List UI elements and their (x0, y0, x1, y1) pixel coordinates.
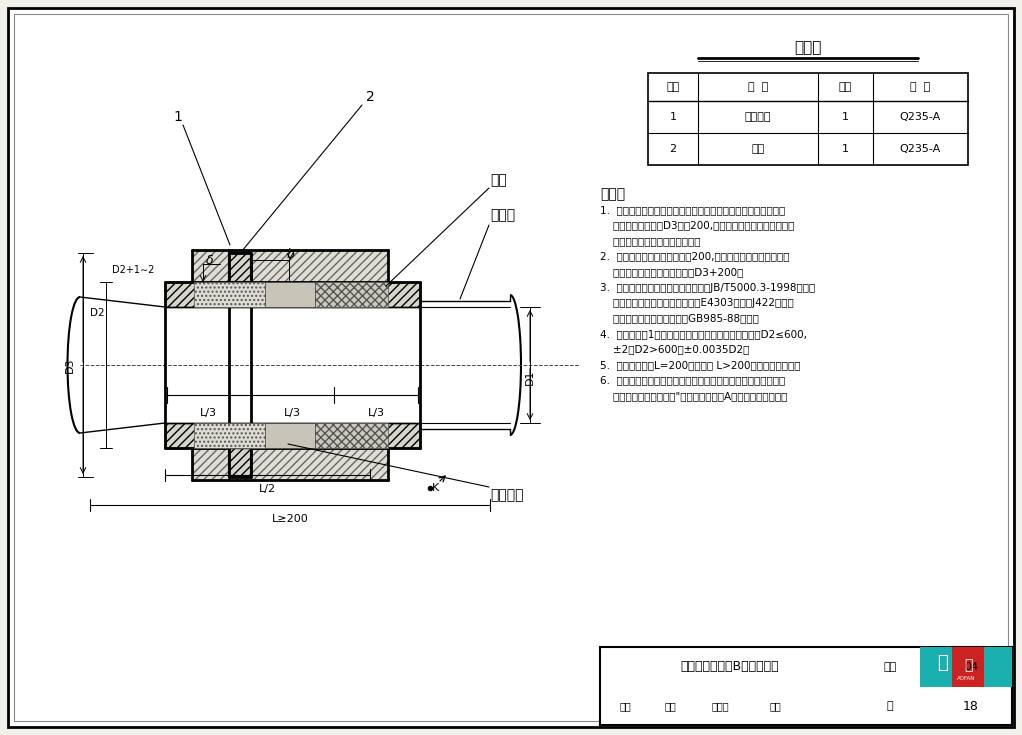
Text: L/2: L/2 (259, 484, 276, 494)
Polygon shape (192, 250, 388, 282)
Text: 翼环: 翼环 (751, 144, 764, 154)
Text: 04: 04 (964, 662, 978, 672)
Bar (600, 647, 1012, 725)
Text: 审核: 审核 (619, 701, 631, 711)
Text: 1: 1 (174, 110, 183, 124)
Polygon shape (192, 448, 388, 480)
Text: ±2，D2>600，±0.0035D2．: ±2，D2>600，±0.0035D2． (600, 345, 749, 354)
Text: L/3: L/3 (284, 408, 301, 418)
Text: 校对: 校对 (664, 701, 676, 711)
Text: 数量: 数量 (839, 82, 852, 92)
Text: 内．套管内的填料应紧密捣实．: 内．套管内的填料应紧密捣实． (600, 236, 700, 246)
Text: L/3: L/3 (368, 408, 384, 418)
Text: D1: D1 (525, 369, 535, 384)
Text: 密封青，做法见本图集"刚性防水套管（A型）安装图（二）．: 密封青，做法见本图集"刚性防水套管（A型）安装图（二）． (600, 391, 787, 401)
Text: δ: δ (206, 254, 214, 267)
Text: 序号: 序号 (666, 82, 680, 92)
Text: 6.  当用于饮用水水池安装时，应在石棉水泥与水接触侧嵌填无毒: 6. 当用于饮用水水池安装时，应在石棉水泥与水接触侧嵌填无毒 (600, 376, 785, 385)
Text: 2.  穿管处混凝土墙厚应不小于200,否则应使墙壁一边或两边加: 2. 穿管处混凝土墙厚应不小于200,否则应使墙壁一边或两边加 (600, 251, 790, 262)
Text: 焊接采用手工电弧焊，焊条型号E4303，牌号J422．焊缝: 焊接采用手工电弧焊，焊条型号E4303，牌号J422．焊缝 (600, 298, 794, 308)
Polygon shape (265, 423, 315, 448)
Polygon shape (194, 423, 290, 448)
Text: 18: 18 (963, 700, 979, 712)
Polygon shape (290, 282, 388, 307)
Text: 材料表: 材料表 (794, 40, 822, 56)
Text: 名  称: 名 称 (748, 82, 769, 92)
Polygon shape (229, 253, 251, 282)
Text: 刚性防水套管（B型）安装图: 刚性防水套管（B型）安装图 (681, 661, 780, 673)
Text: 4.  当套管（件1）采用卷制成型时，周长允许偏差为：D2≤600,: 4. 当套管（件1）采用卷制成型时，周长允许偏差为：D2≤600, (600, 329, 807, 339)
Text: D2: D2 (90, 308, 104, 318)
Text: L/3: L/3 (200, 408, 218, 418)
Bar (920, 647, 1012, 687)
Text: 2: 2 (669, 144, 677, 154)
Text: 审查明: 审查明 (711, 701, 729, 711)
Polygon shape (165, 282, 420, 307)
Text: 3.  焊接结构尺寸公差与形位公差按照JB/T5000.3-1998执行．: 3. 焊接结构尺寸公差与形位公差按照JB/T5000.3-1998执行． (600, 282, 816, 293)
Text: 铸铁管: 铸铁管 (490, 208, 515, 222)
Text: D2+1∼2: D2+1∼2 (111, 265, 154, 275)
Bar (953, 647, 984, 687)
Bar (648, 73, 968, 165)
Text: 坡口的基本形式与尺寸按照GB985-88执行．: 坡口的基本形式与尺寸按照GB985-88执行． (600, 314, 759, 323)
Text: 石棉水泥: 石棉水泥 (490, 488, 523, 502)
Text: 2: 2 (366, 90, 374, 104)
Text: 围应比翼环直径（D3）大200,而且必须将套管一次浇固于墙: 围应比翼环直径（D3）大200,而且必须将套管一次浇固于墙 (600, 220, 794, 231)
Text: 厚．加厚部分的直径至少应为D3+200．: 厚．加厚部分的直径至少应为D3+200． (600, 267, 743, 277)
Polygon shape (229, 448, 251, 477)
Text: Q235-A: Q235-A (900, 112, 941, 122)
Polygon shape (290, 423, 388, 448)
Polygon shape (165, 423, 420, 448)
Text: 钢制套管: 钢制套管 (745, 112, 772, 122)
Text: D3: D3 (65, 357, 75, 373)
Text: Q235-A: Q235-A (900, 144, 941, 154)
Text: 奥: 奥 (937, 654, 948, 672)
Text: 油麻: 油麻 (490, 173, 507, 187)
Text: L≥200: L≥200 (272, 514, 309, 524)
Text: 凡: 凡 (965, 658, 973, 672)
Text: 页: 页 (887, 701, 893, 711)
Text: K: K (431, 483, 438, 493)
Polygon shape (265, 282, 315, 307)
Text: 图集: 图集 (883, 662, 896, 672)
Text: 说明：: 说明： (600, 187, 625, 201)
Text: b: b (286, 248, 294, 260)
Text: 材  料: 材 料 (911, 82, 931, 92)
Text: AOFAN: AOFAN (957, 676, 975, 681)
Text: 5.  套管的重量以L=200计算，当 L>200时，应另行计算．: 5. 套管的重量以L=200计算，当 L>200时，应另行计算． (600, 360, 800, 370)
Text: 1.  套管穿墙处如遇非混凝土墙壁时，应改用混凝土墙壁，其浇注: 1. 套管穿墙处如遇非混凝土墙壁时，应改用混凝土墙壁，其浇注 (600, 205, 785, 215)
Polygon shape (194, 282, 290, 307)
Text: 1: 1 (669, 112, 677, 122)
Text: 1: 1 (842, 144, 849, 154)
Text: 设计: 设计 (770, 701, 781, 711)
Text: 1: 1 (842, 112, 849, 122)
